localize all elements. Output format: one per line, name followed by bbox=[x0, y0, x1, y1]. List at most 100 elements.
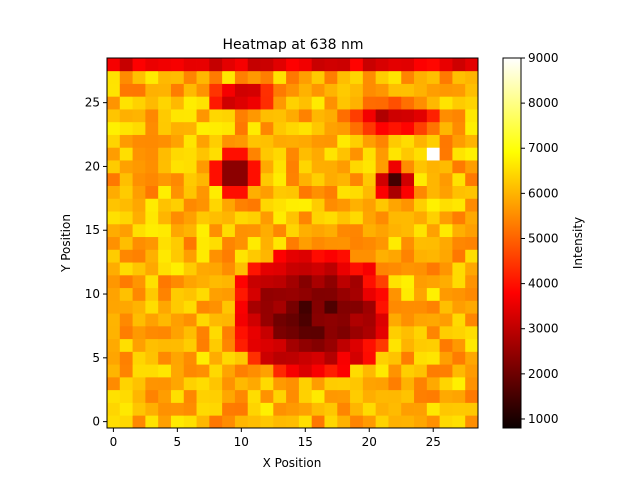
heatmap-cell bbox=[388, 198, 402, 212]
heatmap-cell bbox=[196, 364, 210, 378]
heatmap-cell bbox=[337, 402, 351, 416]
heatmap-cell bbox=[222, 262, 236, 276]
heatmap-cell bbox=[311, 198, 325, 212]
heatmap-cell bbox=[209, 223, 223, 238]
heatmap-cell bbox=[132, 402, 146, 416]
heatmap-cell bbox=[439, 287, 453, 301]
x-tick-label: 15 bbox=[298, 435, 313, 449]
heatmap-cell bbox=[132, 325, 146, 340]
heatmap-cell bbox=[273, 172, 287, 186]
heatmap-cell bbox=[107, 172, 121, 186]
heatmap-cell bbox=[260, 325, 274, 340]
heatmap-cell bbox=[170, 364, 185, 378]
heatmap-cell bbox=[107, 364, 121, 378]
heatmap-cell bbox=[260, 274, 274, 289]
heatmap-cell bbox=[337, 185, 351, 199]
heatmap-cell bbox=[375, 389, 389, 403]
heatmap-cell bbox=[286, 262, 300, 276]
heatmap-cell bbox=[247, 249, 261, 263]
heatmap-cell bbox=[350, 147, 364, 161]
heatmap-cell bbox=[465, 70, 479, 84]
heatmap-cell bbox=[362, 121, 377, 135]
heatmap-cell bbox=[183, 389, 197, 403]
heatmap-cell bbox=[465, 96, 479, 110]
heatmap-cell bbox=[286, 300, 300, 314]
heatmap-cell bbox=[452, 147, 466, 161]
heatmap-cell bbox=[132, 313, 146, 327]
heatmap-cell bbox=[119, 211, 133, 225]
heatmap-cell bbox=[209, 109, 223, 123]
heatmap-cell bbox=[298, 376, 313, 391]
heatmap-cell bbox=[260, 223, 274, 238]
heatmap-cell bbox=[401, 236, 415, 250]
heatmap-cell bbox=[170, 211, 185, 225]
heatmap-cell bbox=[234, 223, 249, 238]
heatmap-cell bbox=[183, 325, 197, 340]
heatmap-cell bbox=[145, 121, 159, 135]
heatmap-cell bbox=[350, 287, 364, 301]
heatmap-cell bbox=[439, 313, 453, 327]
heatmap-cell bbox=[170, 313, 185, 327]
heatmap-cell bbox=[375, 287, 389, 301]
heatmap-cell bbox=[196, 287, 210, 301]
heatmap-cell bbox=[222, 325, 236, 340]
heatmap-cell bbox=[158, 223, 172, 238]
heatmap-cell bbox=[311, 249, 325, 263]
heatmap-cell bbox=[452, 287, 466, 301]
heatmap-cell bbox=[107, 402, 121, 416]
colorbar-tick-label: 2000 bbox=[528, 367, 559, 381]
heatmap-cell bbox=[222, 134, 236, 148]
heatmap-cell bbox=[222, 121, 236, 135]
heatmap-cell bbox=[286, 338, 300, 352]
heatmap-cell bbox=[119, 338, 133, 352]
heatmap-cell bbox=[298, 223, 313, 238]
heatmap-cell bbox=[222, 160, 236, 174]
heatmap-cell bbox=[439, 351, 453, 365]
heatmap-cell bbox=[247, 389, 261, 403]
heatmap-cell bbox=[337, 389, 351, 403]
heatmap-cell bbox=[465, 376, 479, 391]
heatmap-cell bbox=[260, 83, 274, 97]
heatmap-cell bbox=[452, 313, 466, 327]
heatmap-cell bbox=[273, 389, 287, 403]
heatmap-cell bbox=[119, 402, 133, 416]
heatmap-cell bbox=[286, 109, 300, 123]
heatmap-cell bbox=[145, 351, 159, 365]
heatmap-cell bbox=[362, 300, 377, 314]
heatmap-cell bbox=[132, 134, 146, 148]
heatmap-cell bbox=[324, 58, 338, 72]
heatmap-cell bbox=[414, 287, 428, 301]
heatmap-cell bbox=[234, 287, 249, 301]
heatmap-cell bbox=[465, 300, 479, 314]
heatmap-cell bbox=[414, 172, 428, 186]
heatmap-cell bbox=[311, 351, 325, 365]
heatmap-cell bbox=[286, 287, 300, 301]
heatmap-cell bbox=[247, 402, 261, 416]
heatmap-cell bbox=[286, 58, 300, 72]
heatmap-cell bbox=[107, 300, 121, 314]
heatmap-cell bbox=[465, 160, 479, 174]
heatmap-cell bbox=[350, 325, 364, 340]
heatmap-cell bbox=[362, 313, 377, 327]
heatmap-cell bbox=[145, 415, 159, 429]
heatmap-cell bbox=[145, 402, 159, 416]
heatmap-cell bbox=[388, 147, 402, 161]
heatmap-cell bbox=[388, 325, 402, 340]
heatmap-cell bbox=[286, 121, 300, 135]
heatmap-cell bbox=[388, 313, 402, 327]
heatmap-cell bbox=[119, 160, 133, 174]
heatmap-cell bbox=[350, 402, 364, 416]
heatmap-cell bbox=[337, 83, 351, 97]
heatmap-cell bbox=[196, 249, 210, 263]
heatmap-cell bbox=[145, 364, 159, 378]
heatmap-cell bbox=[119, 198, 133, 212]
heatmap-cell bbox=[286, 402, 300, 416]
heatmap-cell bbox=[465, 313, 479, 327]
heatmap-cell bbox=[465, 338, 479, 352]
heatmap-cell bbox=[273, 236, 287, 250]
heatmap-cell bbox=[209, 160, 223, 174]
heatmap-cell bbox=[119, 58, 133, 72]
heatmap-cell bbox=[465, 249, 479, 263]
heatmap-cell bbox=[107, 249, 121, 263]
heatmap-cell bbox=[260, 364, 274, 378]
